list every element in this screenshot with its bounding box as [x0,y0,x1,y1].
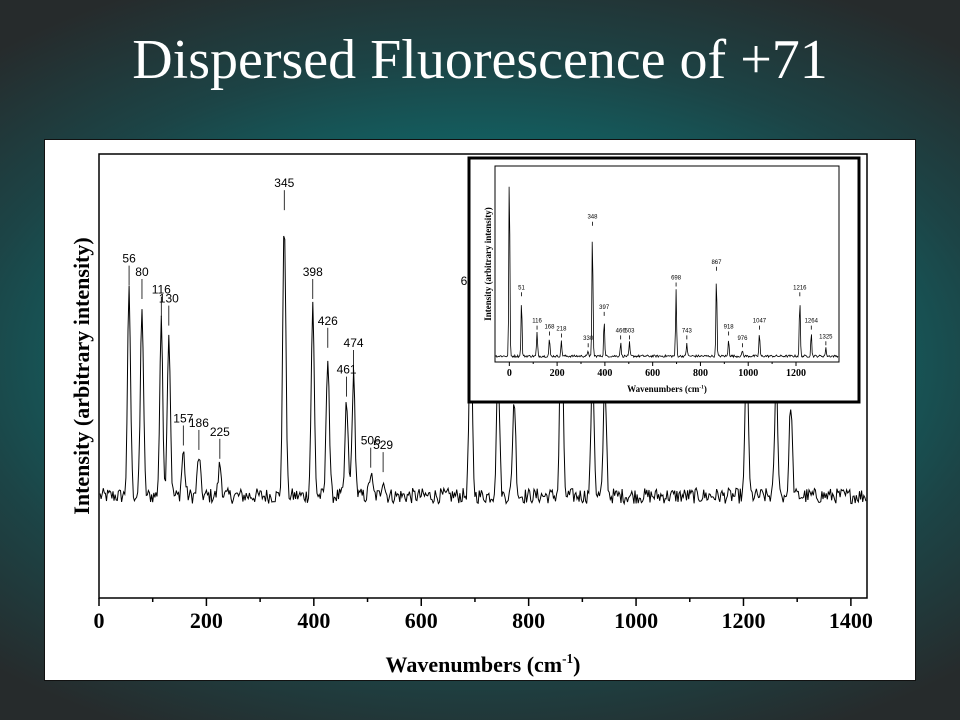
peak-label: 130 [159,292,179,306]
plot-frame [98,153,868,599]
x-tick-label: 1200 [721,608,765,633]
inset-x-axis-title: Wavenumbers (cm-1) [627,384,707,394]
inset-peak-label: 116 [532,319,542,325]
inset-x-tick-label: 1000 [738,368,758,379]
inset-x-tick-label: 1200 [786,368,806,379]
inset-peak-label: 976 [737,336,748,342]
inset-peak-label: 466 [616,328,627,334]
peak-label: 529 [373,438,393,452]
y-axis-title: Intensity (arbitrary intensity) [69,237,94,514]
inset-x-tick-label: 800 [693,368,708,379]
peak-label: 56 [122,252,136,266]
peak-label: 157 [173,411,193,425]
inset-x-tick-label: 200 [550,368,565,379]
inset-peak-label: 503 [624,328,635,334]
peak-label: 345 [274,176,294,190]
inset-peak-label: 348 [587,215,598,221]
inset-peak-label: 397 [599,305,610,311]
inset-peak-label: 218 [556,326,567,332]
x-tick-label: 800 [512,608,545,633]
peak-label: 426 [318,314,338,328]
inset-peak-label: 51 [518,285,525,291]
x-axis-title: Wavenumbers (cm-1) [386,651,581,677]
x-tick-label: 400 [297,608,330,633]
peak-label: 116 [152,283,171,297]
inset-peak-label: 1047 [753,319,767,325]
peak-label: 506 [361,434,381,448]
inset-peak-label: 330 [583,336,594,342]
peak-label: 461 [337,363,357,377]
inset-peak-label: 1216 [793,285,807,291]
x-tick-label: 200 [190,608,223,633]
inset-spectrum-trace [495,186,839,359]
x-tick-label: 1400 [829,608,873,633]
inset-x-tick-label: 400 [597,368,612,379]
x-tick-label: 600 [405,608,438,633]
inset-peak-label: 698 [671,275,682,281]
inset-peak-label: 1325 [819,334,833,340]
peak-label: 225 [210,425,230,439]
spectrum-trace [99,235,867,506]
inset-y-axis-title: Intensity (arbitrary intensity) [483,207,493,321]
x-tick-label: 1000 [614,608,658,633]
inset-peak-label: 743 [682,328,693,334]
inset-peak-label: 918 [724,324,735,330]
inset-plot-frame [494,165,840,363]
inset-peak-label: 168 [544,324,555,330]
inset-x-tick-label: 600 [645,368,660,379]
peak-label: 80 [135,265,149,279]
inset-peak-label: 1264 [805,319,819,325]
inset-peak-label: 867 [711,260,722,266]
peak-label: 474 [344,336,364,350]
x-tick-label: 0 [94,608,105,633]
inset-panel [467,156,861,404]
peak-label: 398 [303,265,323,279]
spectrum-figure: 0 200 400 600 800 1000 1200 1400 Wavenumbers (cm… [44,139,916,681]
peak-label: 186 [189,416,209,430]
slide-title: Dispersed Fluorescence of +71 [132,29,828,91]
inset-x-tick-label: 0 [507,368,512,379]
